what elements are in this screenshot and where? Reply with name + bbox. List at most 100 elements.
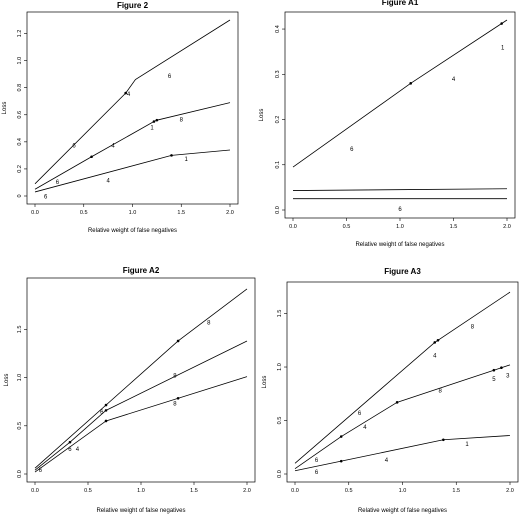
y-axis-label: Loss: [262, 376, 268, 389]
x-axis-label: Relative weight of false negatives: [358, 508, 447, 514]
y-axis-label: Loss: [259, 109, 265, 122]
y-tick-label: 1.0: [17, 57, 23, 65]
y-tick-label: 0.4: [17, 138, 23, 146]
series-point-2: [395, 401, 399, 404]
plot-frame: [284, 11, 516, 219]
series-point-2: [152, 120, 156, 123]
chart-panel-1: Figure 2 Relative weight of false negativ…: [2, 1, 239, 234]
curve-label: 1: [465, 442, 469, 448]
x-tick-label: 0.0: [289, 224, 297, 230]
curve-label: 1: [501, 45, 505, 51]
x-tick-label: 0.5: [80, 210, 88, 216]
y-tick-label: 0.2: [17, 165, 23, 173]
curve-label: 8: [471, 325, 475, 331]
curve-label: 8: [207, 321, 211, 327]
y-tick-label: 0.8: [17, 84, 23, 92]
curve-label: 8: [438, 389, 442, 395]
series-point-2: [492, 368, 496, 372]
curve-label: 4: [111, 143, 115, 149]
series-point-1: [104, 403, 108, 407]
series-point-2: [155, 118, 159, 122]
y-tick-label: 0.0: [277, 470, 283, 478]
x-tick-label: 1.5: [450, 224, 458, 230]
chart-title: Figure A3: [384, 267, 421, 276]
x-tick-label: 2.0: [226, 210, 234, 216]
curve-label: 6: [168, 74, 172, 80]
curve-label: 4: [433, 353, 437, 359]
x-tick-label: 2.0: [243, 488, 251, 494]
x-tick-label: 1.5: [452, 488, 460, 494]
plot-frame: [286, 281, 519, 483]
y-tick-label: 0.1: [275, 161, 281, 169]
series-point-3: [104, 419, 108, 423]
x-tick-label: 0.0: [31, 210, 39, 216]
y-tick-label: 0.5: [277, 417, 283, 425]
series-point-3: [170, 154, 173, 157]
series-line-2: [292, 188, 508, 191]
series-point-2: [90, 155, 93, 159]
series-line-1: [292, 19, 508, 168]
x-tick-label: 0.5: [345, 488, 353, 494]
curve-label: 6: [315, 470, 319, 476]
curve-label: 4: [127, 92, 131, 98]
series-point-1: [176, 339, 180, 343]
series-point-1: [433, 341, 437, 344]
curve-label: 6: [56, 180, 60, 186]
chart-panel-2: Figure A1 Relative weight of false negati…: [259, 0, 516, 248]
curve-label: 1: [184, 157, 188, 163]
series-point-3: [339, 459, 343, 463]
series-line-1: [34, 288, 248, 469]
curve-label: 4: [106, 178, 110, 184]
x-tick-label: 0.0: [31, 488, 39, 494]
chart-title: Figure A2: [123, 266, 160, 275]
curve-label: 8: [173, 402, 177, 408]
y-tick-label: 1.5: [17, 326, 23, 334]
series-line-1: [34, 19, 231, 185]
curve-label: 8: [180, 118, 184, 124]
series-line-3: [294, 435, 511, 472]
y-tick-label: 1.5: [277, 310, 283, 318]
series-line-3: [34, 376, 248, 473]
x-axis-label: Relative weight of false negatives: [88, 228, 177, 234]
curve-label: 6: [68, 447, 72, 453]
curve-label: 6: [39, 468, 43, 474]
curve-label: 6: [100, 410, 104, 416]
y-tick-label: 0.2: [275, 116, 281, 124]
series-line-3: [34, 149, 231, 193]
series-point-2: [104, 409, 108, 412]
x-tick-label: 0.5: [343, 224, 351, 230]
x-tick-label: 1.0: [137, 488, 145, 494]
x-tick-label: 1.5: [190, 488, 198, 494]
x-tick-label: 1.0: [396, 224, 404, 230]
y-tick-label: 0.0: [17, 470, 23, 478]
chart-panel-3: Figure A2 Relative weight of false negati…: [4, 266, 256, 514]
x-tick-label: 1.5: [177, 210, 185, 216]
y-axis-label: Loss: [4, 374, 10, 387]
series-point-1: [409, 82, 413, 85]
x-axis-label: Relative weight of false negatives: [355, 242, 444, 248]
curve-label: 6: [358, 411, 362, 417]
x-tick-label: 2.0: [506, 488, 514, 494]
curve-label: 6: [315, 458, 319, 464]
chart-panel-4: Figure A3 Relative weight of false negati…: [262, 267, 519, 514]
series-point-2: [339, 435, 343, 438]
y-tick-label: 0.3: [275, 70, 281, 78]
chart-title: Figure A1: [382, 0, 419, 7]
y-tick-label: 0.6: [17, 111, 23, 119]
x-tick-label: 1.0: [129, 210, 137, 216]
series-point-3: [176, 396, 180, 400]
series-line-2: [34, 340, 248, 471]
y-tick-label: 1.0: [277, 363, 283, 371]
x-tick-label: 0.5: [84, 488, 92, 494]
curve-label: 4: [76, 447, 80, 453]
chart-title: Figure 2: [117, 1, 149, 10]
series-point-1: [500, 22, 503, 25]
curve-label: 8: [173, 374, 177, 380]
curve-label: 6: [72, 143, 76, 149]
series-line-2: [294, 364, 511, 469]
series-point-3: [442, 438, 445, 442]
y-tick-label: 0.4: [275, 25, 281, 33]
series-point-1: [436, 338, 440, 342]
curve-label: 6: [44, 195, 48, 201]
y-axis-label: Loss: [2, 102, 8, 115]
